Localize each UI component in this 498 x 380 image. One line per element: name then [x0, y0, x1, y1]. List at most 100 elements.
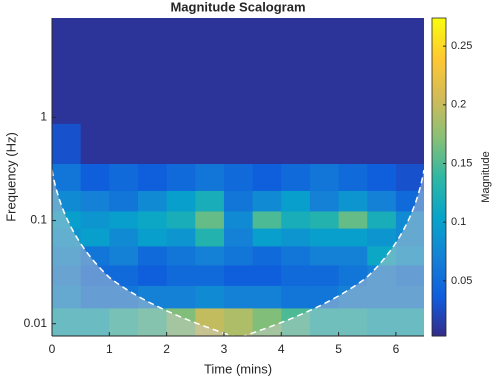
cell: [166, 190, 196, 212]
colorbar-swatch: [432, 188, 446, 191]
colorbar-swatch: [432, 34, 446, 37]
colorbar-swatch: [432, 250, 446, 253]
cell: [166, 246, 196, 266]
colorbar-swatch: [432, 260, 446, 263]
x-tick-label: 3: [221, 342, 228, 356]
cell: [166, 211, 196, 230]
colorbar-swatch: [432, 106, 446, 109]
cell: [137, 77, 168, 125]
cell: [52, 123, 82, 165]
cell: [338, 211, 368, 230]
colorbar-swatch: [432, 290, 446, 293]
colorbar-swatch: [432, 226, 446, 229]
cell: [80, 77, 110, 125]
cell: [80, 18, 110, 78]
x-axis-label: Time (mins): [204, 361, 272, 376]
colorbar-swatch: [432, 110, 446, 113]
colorbar-swatch: [432, 322, 446, 325]
colorbar-swatch: [432, 210, 446, 213]
colorbar-swatch: [432, 196, 446, 199]
colorbar-swatch: [432, 126, 446, 129]
colorbar-swatch: [432, 178, 446, 181]
colorbar-tick-label: 0.15: [451, 157, 472, 169]
cell: [109, 123, 139, 165]
x-tick-label: 0: [49, 342, 56, 356]
colorbar-swatch: [432, 74, 446, 77]
cell: [137, 163, 168, 192]
cell: [252, 163, 282, 192]
cell: [338, 77, 368, 125]
colorbar-swatch: [432, 204, 446, 207]
cell: [309, 246, 340, 266]
colorbar-swatch: [432, 136, 446, 139]
cell: [195, 18, 225, 78]
colorbar-swatch: [432, 328, 446, 331]
colorbar-swatch: [432, 208, 446, 211]
colorbar-swatch: [432, 146, 446, 149]
colorbar-swatch: [432, 94, 446, 97]
colorbar-swatch: [432, 326, 446, 329]
colorbar-swatch: [432, 104, 446, 107]
colorbar-swatch: [432, 174, 446, 177]
colorbar-swatch: [432, 76, 446, 79]
colorbar-swatch: [432, 228, 446, 231]
cell: [281, 285, 311, 309]
cell: [195, 190, 225, 212]
cell: [309, 190, 340, 212]
colorbar-swatch: [432, 142, 446, 145]
colorbar-swatch: [432, 72, 446, 75]
cell: [109, 246, 139, 266]
colorbar-swatch: [432, 66, 446, 69]
cell: [137, 308, 168, 336]
cell: [281, 265, 311, 287]
colorbar-swatch: [432, 24, 446, 27]
cell: [80, 285, 110, 309]
colorbar-swatch: [432, 332, 446, 335]
colorbar-swatch: [432, 270, 446, 273]
cell: [367, 123, 397, 165]
cell: [395, 246, 424, 266]
cell: [80, 123, 110, 165]
colorbar-swatch: [432, 316, 446, 319]
colorbar-swatch: [432, 272, 446, 275]
colorbar-swatch: [432, 112, 446, 115]
colorbar-swatch: [432, 28, 446, 31]
y-tick-label: 0.1: [30, 213, 47, 227]
colorbar-swatch: [432, 262, 446, 265]
colorbar-swatch: [432, 40, 446, 43]
cell: [166, 77, 196, 125]
colorbar-swatch: [432, 334, 446, 337]
cell: [195, 211, 225, 230]
cell: [223, 123, 254, 165]
colorbar-swatch: [432, 122, 446, 125]
colorbar-swatch: [432, 128, 446, 131]
colorbar-swatch: [432, 318, 446, 321]
colorbar-swatch: [432, 298, 446, 301]
cell: [252, 246, 282, 266]
colorbar-swatch: [432, 288, 446, 291]
cell: [109, 18, 139, 78]
colorbar-swatch: [432, 218, 446, 221]
cell: [395, 77, 424, 125]
cell: [166, 18, 196, 78]
colorbar-swatch: [432, 252, 446, 255]
heatmap: [52, 18, 424, 336]
colorbar-swatch: [432, 184, 446, 187]
x-tick-label: 6: [393, 342, 400, 356]
cell: [395, 265, 424, 287]
colorbar-swatch: [432, 60, 446, 63]
colorbar-swatch: [432, 114, 446, 117]
colorbar-swatch: [432, 162, 446, 165]
cell: [367, 228, 397, 247]
cell: [367, 18, 397, 78]
cell: [166, 163, 196, 192]
cell: [137, 228, 168, 247]
colorbar-swatch: [432, 32, 446, 35]
cell: [395, 123, 424, 165]
colorbar-swatch: [432, 118, 446, 121]
cell: [309, 228, 340, 247]
colorbar-swatch: [432, 80, 446, 83]
colorbar-swatch: [432, 138, 446, 141]
cell: [367, 77, 397, 125]
